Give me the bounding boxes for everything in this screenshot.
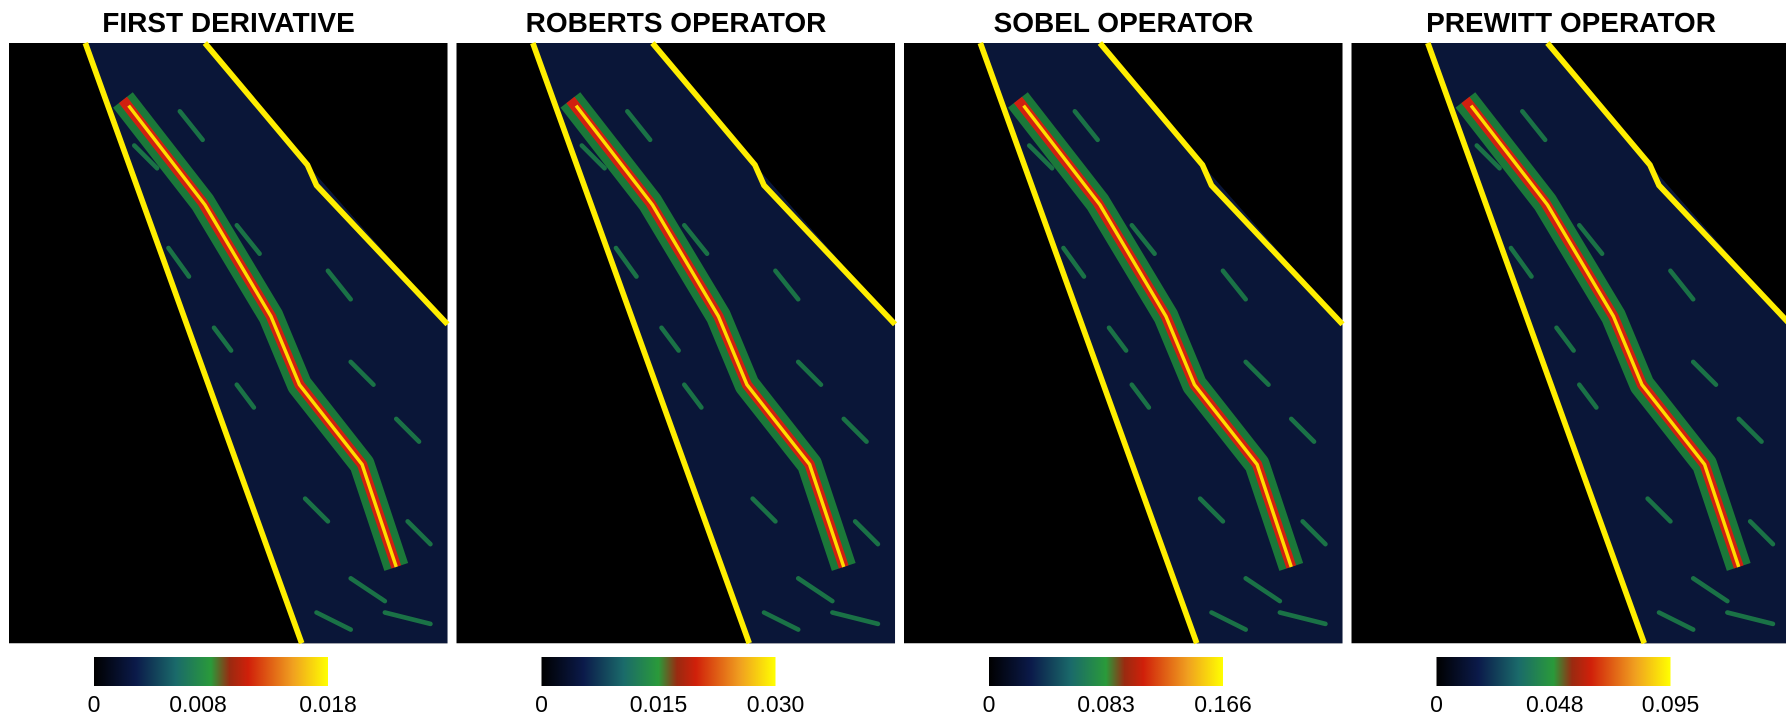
tick-label: 0: [88, 691, 101, 717]
tick-label: 0.095: [1642, 691, 1700, 717]
panel-title: PREWITT OPERATOR: [1426, 7, 1716, 38]
panel: ROBERTS OPERATOR 0 0.015 0.030: [457, 7, 896, 717]
colorbar: [541, 657, 776, 686]
tick-label: 0.008: [169, 691, 227, 717]
edge-map: [1352, 43, 1786, 643]
tick-label: 0: [983, 691, 996, 717]
tick-label: 0.015: [630, 691, 688, 717]
edge-map: [9, 43, 448, 643]
panel-title: ROBERTS OPERATOR: [526, 7, 827, 38]
panel-title: SOBEL OPERATOR: [994, 7, 1254, 38]
tick-label: 0.083: [1077, 691, 1135, 717]
panel: PREWITT OPERATOR 0 0.048 0.095: [1352, 7, 1786, 717]
tick-label: 0.166: [1194, 691, 1252, 717]
panel-title: FIRST DERIVATIVE: [102, 7, 355, 38]
colorbar: [1436, 657, 1671, 686]
colorbar: [94, 657, 328, 686]
panel: SOBEL OPERATOR 0 0.083 0.166: [904, 7, 1343, 717]
tick-label: 0.018: [299, 691, 357, 717]
tick-label: 0.030: [747, 691, 805, 717]
tick-label: 0: [535, 691, 548, 717]
edge-map: [457, 43, 896, 643]
colorbar: [989, 657, 1223, 686]
tick-label: 0: [1430, 691, 1443, 717]
tick-label: 0.048: [1526, 691, 1584, 717]
edge-map: [904, 43, 1343, 643]
panel: FIRST DERIVATIVE 0 0.008 0.018: [9, 7, 448, 717]
